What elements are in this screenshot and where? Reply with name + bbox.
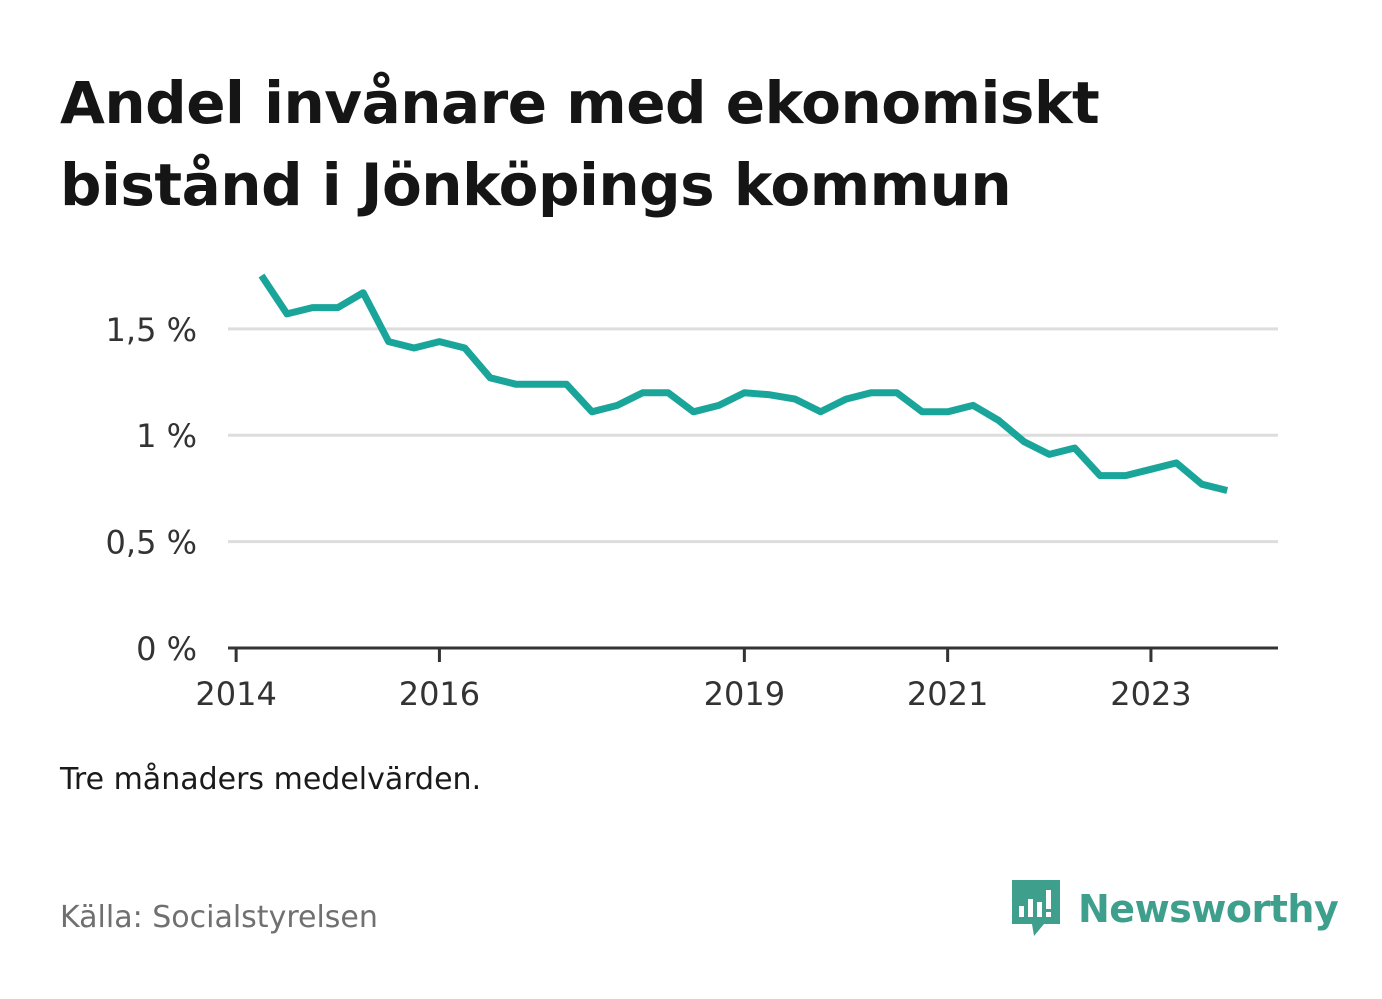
x-tick-label: 2021 <box>907 675 988 713</box>
gridlines <box>228 327 1278 544</box>
y-tick-label: 1 % <box>136 417 197 455</box>
chart-note: Tre månaders medelvärden. <box>60 762 482 797</box>
y-tick-label: 0 % <box>136 630 197 668</box>
x-tick-label: 2019 <box>704 675 785 713</box>
y-tick-label: 1,5 % <box>106 311 197 349</box>
source-label: Källa: Socialstyrelsen <box>60 900 378 935</box>
brand-name: Newsworthy <box>1078 887 1339 931</box>
chart-title: Andel invånare med ekonomiskt bistånd i … <box>60 69 1100 219</box>
axes: 0 % 0,5 % 1 % 1,5 % 2014 2016 2019 2021 2023 <box>106 311 1278 713</box>
y-tick-label: 0,5 % <box>106 524 197 562</box>
series-line <box>258 273 1229 494</box>
brand-logo: Newsworthy <box>1010 878 1339 940</box>
x-tick-label: 2014 <box>195 675 276 713</box>
x-tick-label: 2016 <box>399 675 480 713</box>
line-chart: 0 % 0,5 % 1 % 1,5 % 2014 2016 2019 2021 2023 <box>106 273 1278 713</box>
series-layer <box>258 273 1229 494</box>
x-tick-label: 2023 <box>1110 675 1191 713</box>
newsworthy-icon <box>1012 880 1060 936</box>
